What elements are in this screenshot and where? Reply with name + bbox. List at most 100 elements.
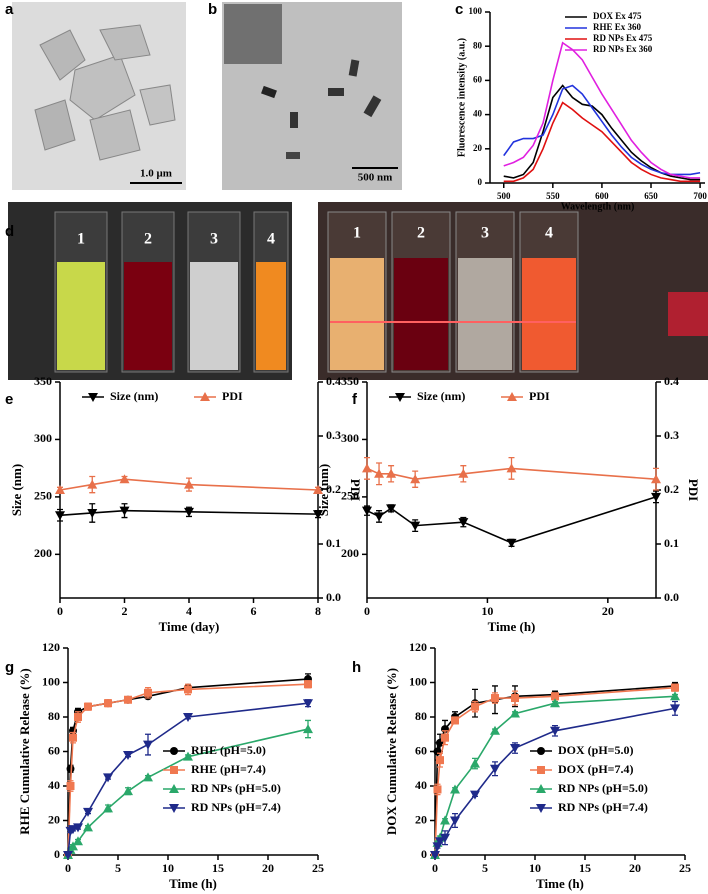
y2-tick-label: 0.3 xyxy=(326,428,341,442)
marker xyxy=(303,699,313,709)
chart: 500 550 600 650 700 0 20 40 60 80 100 Wavelength (n… xyxy=(456,6,707,212)
legend-label: RD NPs (pH=5.0) xyxy=(191,781,281,795)
vial-number: 3 xyxy=(481,225,489,242)
marker xyxy=(124,695,132,704)
series-line xyxy=(434,695,676,856)
y-axis-title: RHE Cumulative Release (%) xyxy=(17,668,32,834)
legend-label: RD NPs Ex 475 xyxy=(593,33,653,43)
y-tick-label: 300 xyxy=(341,431,359,445)
marker xyxy=(374,468,385,478)
marker xyxy=(362,463,372,473)
legend-label: Size (nm) xyxy=(417,389,465,403)
marker xyxy=(490,764,500,774)
marker xyxy=(470,790,480,800)
marker xyxy=(410,474,421,484)
legend-label: RD NPs (pH=5.0) xyxy=(558,781,648,795)
marker xyxy=(55,485,65,494)
legend-marker xyxy=(537,747,545,755)
marker xyxy=(63,851,73,860)
vial-number: 2 xyxy=(144,231,152,248)
x-tick-label: 0 xyxy=(57,604,63,618)
marker xyxy=(87,479,98,489)
marker xyxy=(506,463,517,473)
marker xyxy=(123,750,133,760)
marker xyxy=(506,538,517,548)
y2-axis-title: PDI xyxy=(686,479,701,501)
y-tick-label: 20 xyxy=(415,812,427,826)
panel-label: e xyxy=(5,391,13,408)
y-tick-label: 60 xyxy=(415,743,427,757)
tem-image-a xyxy=(12,2,186,190)
marker xyxy=(313,485,323,494)
marker xyxy=(450,816,460,826)
chart: 0 5 10 15 20 25 0 20 40 60 80 100 120 Time (h) RHE Cum… xyxy=(17,640,324,891)
x-tick-label: 2 xyxy=(122,604,128,618)
y-tick-label: 100 xyxy=(42,674,60,688)
y-tick-label: 40 xyxy=(48,778,60,792)
y2-tick-label: 0.2 xyxy=(326,482,341,496)
marker xyxy=(183,713,193,722)
y-tick-label: 120 xyxy=(42,640,60,654)
y-tick-label: 120 xyxy=(409,640,427,654)
y-tick-label: 20 xyxy=(473,143,483,153)
marker xyxy=(430,851,440,860)
marker xyxy=(671,683,679,692)
y2-tick-label: 0.4 xyxy=(326,374,341,388)
marker xyxy=(441,733,449,742)
legend-marker xyxy=(200,392,210,401)
marker xyxy=(435,837,445,847)
vial-photo-right xyxy=(318,202,708,380)
marker xyxy=(374,512,385,522)
marker xyxy=(104,699,112,708)
legend-marker xyxy=(507,392,517,401)
marker xyxy=(68,841,78,851)
x-tick-label: 5 xyxy=(482,861,488,875)
marker xyxy=(73,836,83,846)
y-tick-label: 40 xyxy=(473,109,483,119)
legend-label: DOX Ex 475 xyxy=(593,11,642,21)
marker xyxy=(83,822,93,832)
marker xyxy=(83,807,93,817)
x-tick-label: 550 xyxy=(546,191,560,201)
series-line xyxy=(67,683,309,856)
vial-number: 4 xyxy=(545,225,553,242)
marker xyxy=(510,708,520,718)
marker xyxy=(313,510,323,520)
y-axis-title: DOX Cumulative Release (%) xyxy=(384,668,399,835)
marker xyxy=(66,764,75,773)
legend-marker xyxy=(170,747,178,755)
y-tick-label: 350 xyxy=(34,374,52,388)
marker xyxy=(470,758,480,768)
marker xyxy=(143,772,153,782)
vial-number: 1 xyxy=(353,225,361,242)
x-tick-label: 10 xyxy=(162,861,174,875)
marker xyxy=(144,688,152,697)
marker xyxy=(143,740,153,750)
y-tick-label: 100 xyxy=(409,674,427,688)
legend-label: DOX (pH=7.4) xyxy=(558,762,634,776)
scale-label: 500 nm xyxy=(358,172,393,184)
y2-tick-label: 0.1 xyxy=(664,536,679,550)
x-tick-label: 8 xyxy=(315,604,321,618)
y-tick-label: 200 xyxy=(341,546,359,560)
x-tick-label: 700 xyxy=(693,191,707,201)
legend-marker xyxy=(537,766,545,774)
x-tick-label: 25 xyxy=(679,861,691,875)
marker xyxy=(84,702,92,711)
vial-number: 4 xyxy=(267,231,275,248)
panel-label: d xyxy=(5,223,14,240)
marker xyxy=(471,702,479,711)
y-tick-label: 0 xyxy=(478,177,483,187)
series-line xyxy=(434,686,676,856)
marker xyxy=(184,685,192,694)
legend-label: RHE (pH=7.4) xyxy=(191,762,266,776)
series-line xyxy=(67,702,309,856)
legend-label: PDI xyxy=(222,389,243,403)
marker xyxy=(491,694,499,703)
x-tick-label: 20 xyxy=(602,604,614,618)
x-tick-label: 0 xyxy=(65,861,71,875)
marker xyxy=(103,773,113,783)
y2-axis-title: PDI xyxy=(348,479,363,501)
marker xyxy=(119,506,130,516)
